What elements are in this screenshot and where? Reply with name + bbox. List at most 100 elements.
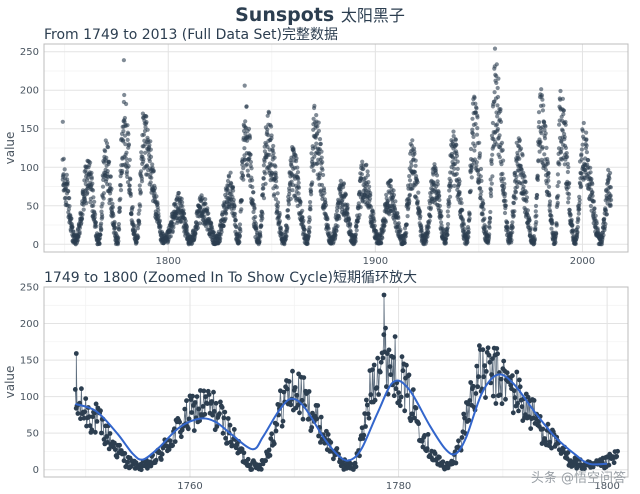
sunspot-point <box>522 174 527 179</box>
panel2-y-tick-label: 150 <box>20 356 39 367</box>
sunspot-point <box>104 155 109 160</box>
sunspot-point <box>497 155 502 160</box>
sunspot-point <box>588 170 593 175</box>
sunspot-point <box>126 132 131 137</box>
sunspot-point <box>438 209 443 214</box>
sunspot-point <box>179 196 184 201</box>
sunspot-point <box>533 203 539 209</box>
zoom-point <box>614 454 620 459</box>
zoom-point <box>158 457 164 462</box>
sunspot-point <box>546 171 551 176</box>
sunspot-point <box>240 173 246 179</box>
sunspot-point <box>560 96 566 101</box>
sunspot-point <box>66 207 71 212</box>
sunspot-point <box>334 228 339 233</box>
sunspot-point <box>341 181 346 186</box>
sunspot-point <box>261 196 267 201</box>
sunspot-point <box>277 219 282 224</box>
sunspot-point <box>155 202 160 207</box>
sunspot-point <box>393 199 398 204</box>
sunspot-point <box>479 189 484 194</box>
sunspot-point <box>566 192 572 197</box>
sunspot-point <box>110 201 115 206</box>
sunspot-point <box>521 184 526 189</box>
sunspot-point <box>278 226 283 231</box>
sunspot-point <box>242 146 247 151</box>
sunspot-point <box>364 162 369 167</box>
sunspot-point <box>233 218 238 223</box>
zoom-point <box>511 388 517 394</box>
sunspot-point <box>112 226 117 231</box>
sunspot-point <box>179 219 184 224</box>
sunspot-point <box>472 95 477 100</box>
sunspot-point <box>477 151 482 156</box>
sunspot-point <box>448 179 453 184</box>
zoom-point <box>196 406 202 412</box>
zoom-point <box>483 395 488 400</box>
sunspot-point <box>124 101 129 107</box>
sunspot-point <box>285 225 290 230</box>
sunspot-point <box>203 197 208 202</box>
sunspot-point <box>475 115 480 120</box>
sunspot-point <box>452 166 457 171</box>
sunspot-point <box>357 212 362 218</box>
sunspot-point <box>109 186 114 191</box>
sunspot-point <box>455 166 460 171</box>
sunspot-point <box>392 207 398 212</box>
zoom-point <box>87 423 93 429</box>
sunspot-point <box>125 180 131 185</box>
sunspot-point <box>99 227 104 232</box>
panel1-y-tick-label: 150 <box>20 124 39 135</box>
sunspot-point <box>533 225 538 231</box>
sunspot-point <box>472 143 477 149</box>
sunspot-point <box>139 150 144 155</box>
sunspot-point <box>454 142 459 148</box>
sunspot-point <box>523 179 528 185</box>
zoom-point <box>453 460 459 466</box>
sunspot-point <box>466 230 471 235</box>
sunspot-point <box>459 200 464 206</box>
sunspot-point <box>510 225 515 230</box>
zoomed-panel: 1749 to 1800 (Zoomed In To Show Cycle)短期… <box>3 270 629 492</box>
sunspot-point <box>91 195 96 200</box>
sunspot-point <box>437 193 442 198</box>
zoom-point <box>314 416 320 422</box>
sunspot-point <box>418 214 423 219</box>
sunspot-point <box>247 156 252 161</box>
sunspot-point <box>243 119 248 124</box>
sunspot-point <box>77 231 82 236</box>
sunspot-point <box>503 203 508 208</box>
sunspot-point <box>108 174 113 179</box>
sunspot-point <box>590 181 595 187</box>
sunspot-point <box>499 162 504 167</box>
sunspot-point <box>79 220 84 226</box>
sunspot-point <box>494 62 499 67</box>
panel2-y-tick-label: 50 <box>26 429 39 440</box>
sunspot-point <box>308 189 314 194</box>
zoom-point <box>153 457 159 463</box>
sunspot-point <box>436 190 441 195</box>
sunspot-point <box>498 119 504 124</box>
zoom-point <box>404 362 409 368</box>
sunspot-point <box>356 216 361 221</box>
sunspot-point <box>117 205 122 210</box>
sunspot-point <box>526 222 531 227</box>
sunspot-point <box>487 232 492 237</box>
sunspot-point <box>326 226 331 231</box>
sunspot-point <box>555 200 560 205</box>
sunspot-point <box>345 205 350 210</box>
sunspot-point <box>245 138 250 143</box>
sunspot-point <box>300 208 305 213</box>
sunspot-point <box>239 207 244 212</box>
sunspot-point <box>124 160 129 166</box>
sunspot-point <box>94 224 99 229</box>
sunspot-point <box>492 90 497 95</box>
zoom-point <box>380 355 386 361</box>
zoom-point <box>221 415 227 421</box>
sunspot-point <box>197 221 202 226</box>
panel1-x-ticks: 1800 1900 2000 <box>156 256 596 267</box>
sunspot-point <box>260 192 266 197</box>
sunspot-point <box>478 166 484 172</box>
sunspot-point <box>323 203 329 208</box>
